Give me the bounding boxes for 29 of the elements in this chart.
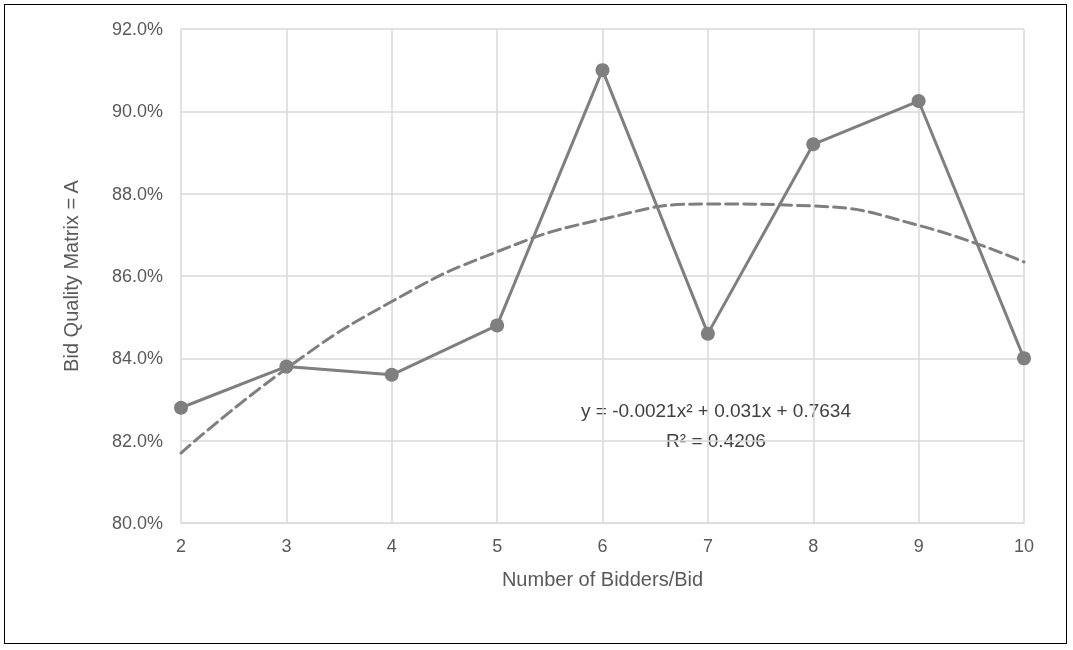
y-tick-label: 92.0%	[111, 19, 163, 39]
x-tick-label: 10	[1013, 536, 1035, 556]
point	[490, 318, 505, 333]
y-tick-label: 88.0%	[111, 183, 163, 204]
y-tick-label: 86.0%	[111, 266, 163, 286]
x-tick-label: 2	[175, 536, 187, 556]
point	[806, 137, 821, 152]
x-tick-label: 8	[808, 536, 819, 556]
point	[384, 367, 399, 382]
y-tick-label: 90.0%	[111, 101, 163, 122]
annotation: y = -0.0021x² + 0.031x + 0.7634	[581, 400, 852, 421]
point	[595, 63, 610, 78]
y-tick-label: 82.0%	[111, 430, 163, 451]
point	[1017, 351, 1031, 366]
y-tick-label: 84.0%	[111, 348, 163, 369]
annotation: R² = 0.4206	[666, 430, 766, 451]
point	[279, 359, 294, 374]
x-tick-label: 4	[386, 536, 397, 556]
x-tick-label: 7	[702, 536, 713, 556]
y-axis-title: Bid Quality Matrix = A	[60, 179, 82, 372]
point	[911, 94, 926, 109]
x-axis-title: Number of Bidders/Bid	[501, 568, 704, 590]
x-tick-label: 5	[492, 536, 503, 556]
point	[700, 326, 715, 341]
x-tick-label: 9	[913, 536, 924, 556]
y-tick-label: 80.0%	[111, 513, 163, 533]
point	[174, 400, 188, 415]
x-tick-label: 3	[281, 536, 292, 556]
x-tick-label: 6	[597, 536, 608, 556]
